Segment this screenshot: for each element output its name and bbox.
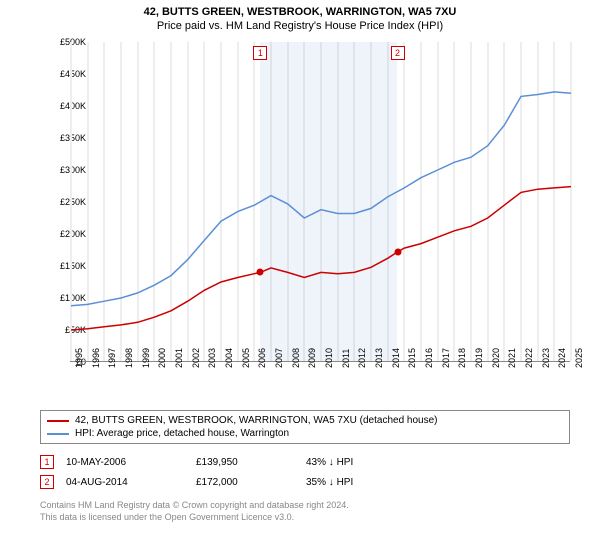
transaction-price: £139,950 — [196, 457, 306, 468]
x-tick-label: 2021 — [507, 348, 517, 368]
marker-badge: 2 — [391, 46, 405, 60]
x-tick-label: 2011 — [341, 349, 351, 368]
x-tick-label: 2010 — [324, 348, 334, 368]
marker-badge: 1 — [253, 46, 267, 60]
chart-title: 42, BUTTS GREEN, WESTBROOK, WARRINGTON, … — [0, 0, 600, 18]
x-tick-label: 2007 — [274, 348, 284, 368]
x-tick-label: 1998 — [124, 348, 134, 368]
x-tick-label: 2023 — [541, 348, 551, 368]
transaction-row: 2 04-AUG-2014 £172,000 35% ↓ HPI — [40, 472, 570, 492]
x-tick-label: 2022 — [524, 348, 534, 368]
transaction-diff: 43% ↓ HPI — [306, 457, 416, 468]
footer-line: Contains HM Land Registry data © Crown c… — [40, 500, 570, 512]
transaction-list: 1 10-MAY-2006 £139,950 43% ↓ HPI 2 04-AU… — [40, 452, 570, 492]
x-tick-label: 1996 — [91, 348, 101, 368]
transaction-date: 04-AUG-2014 — [66, 477, 196, 488]
plot-region: 12 — [70, 42, 570, 362]
x-tick-label: 2009 — [307, 348, 317, 368]
chart-subtitle: Price paid vs. HM Land Registry's House … — [0, 20, 600, 32]
x-tick-label: 2003 — [207, 348, 217, 368]
transaction-diff: 35% ↓ HPI — [306, 477, 416, 488]
x-tick-label: 1999 — [141, 348, 151, 368]
x-tick-label: 1997 — [107, 348, 117, 368]
transaction-row: 1 10-MAY-2006 £139,950 43% ↓ HPI — [40, 452, 570, 472]
x-tick-label: 2005 — [241, 348, 251, 368]
x-tick-label: 2001 — [174, 348, 184, 368]
x-tick-label: 2006 — [257, 348, 267, 368]
x-tick-label: 2012 — [357, 348, 367, 368]
x-tick-label: 2020 — [491, 348, 501, 368]
footer: Contains HM Land Registry data © Crown c… — [40, 500, 570, 523]
line-series — [71, 42, 571, 362]
x-tick-label: 2002 — [191, 348, 201, 368]
transaction-dot — [257, 269, 264, 276]
transaction-date: 10-MAY-2006 — [66, 457, 196, 468]
footer-line: This data is licensed under the Open Gov… — [40, 512, 570, 524]
chart-container: 42, BUTTS GREEN, WESTBROOK, WARRINGTON, … — [0, 0, 600, 560]
x-tick-label: 2008 — [291, 348, 301, 368]
x-tick-label: 2004 — [224, 348, 234, 368]
x-tick-label: 2019 — [474, 348, 484, 368]
x-tick-label: 2018 — [457, 348, 467, 368]
x-tick-label: 2014 — [391, 348, 401, 368]
x-tick-label: 2016 — [424, 348, 434, 368]
x-tick-label: 2024 — [557, 348, 567, 368]
transaction-dot — [394, 248, 401, 255]
legend-swatch — [47, 420, 69, 422]
legend: 42, BUTTS GREEN, WESTBROOK, WARRINGTON, … — [40, 410, 570, 444]
transaction-price: £172,000 — [196, 477, 306, 488]
legend-item: HPI: Average price, detached house, Warr… — [47, 427, 563, 440]
x-tick-label: 2025 — [574, 348, 584, 368]
legend-label: HPI: Average price, detached house, Warr… — [75, 428, 289, 439]
x-tick-label: 2013 — [374, 348, 384, 368]
x-tick-label: 2015 — [407, 348, 417, 368]
marker-badge: 2 — [40, 475, 54, 489]
x-tick-label: 2000 — [157, 348, 167, 368]
legend-label: 42, BUTTS GREEN, WESTBROOK, WARRINGTON, … — [75, 415, 438, 426]
marker-badge: 1 — [40, 455, 54, 469]
x-tick-label: 2017 — [441, 348, 451, 368]
x-tick-label: 1995 — [74, 348, 84, 368]
legend-swatch — [47, 433, 69, 435]
chart-area: £0£50K£100K£150K£200K£250K£300K£350K£400… — [30, 42, 590, 402]
legend-item: 42, BUTTS GREEN, WESTBROOK, WARRINGTON, … — [47, 414, 563, 427]
